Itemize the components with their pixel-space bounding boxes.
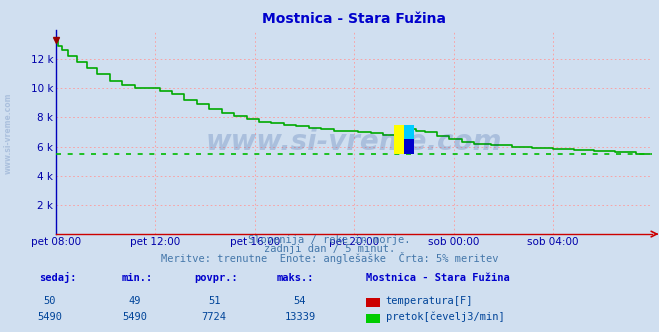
Text: Slovenija / reke in morje.: Slovenija / reke in morje.	[248, 235, 411, 245]
Text: Mostnica - Stara Fužina: Mostnica - Stara Fužina	[366, 273, 509, 283]
Text: 54: 54	[294, 296, 306, 306]
Text: sedaj:: sedaj:	[40, 272, 77, 283]
Text: 51: 51	[208, 296, 220, 306]
Text: povpr.:: povpr.:	[194, 273, 238, 283]
Text: pretok[čevelj3/min]: pretok[čevelj3/min]	[386, 312, 504, 322]
Text: 13339: 13339	[284, 312, 316, 322]
Text: 49: 49	[129, 296, 141, 306]
Text: 50: 50	[43, 296, 55, 306]
Title: Mostnica - Stara Fužina: Mostnica - Stara Fužina	[262, 12, 446, 26]
Text: www.si-vreme.com: www.si-vreme.com	[3, 92, 13, 174]
Text: 7724: 7724	[202, 312, 227, 322]
Text: min.:: min.:	[122, 273, 153, 283]
Text: maks.:: maks.:	[277, 273, 314, 283]
Text: Meritve: trenutne  Enote: anglešaške  Črta: 5% meritev: Meritve: trenutne Enote: anglešaške Črta…	[161, 252, 498, 264]
Text: www.si-vreme.com: www.si-vreme.com	[206, 128, 502, 156]
Text: 5490: 5490	[37, 312, 62, 322]
Text: zadnji dan / 5 minut.: zadnji dan / 5 minut.	[264, 244, 395, 254]
Text: 5490: 5490	[123, 312, 148, 322]
Text: temperatura[F]: temperatura[F]	[386, 296, 473, 306]
